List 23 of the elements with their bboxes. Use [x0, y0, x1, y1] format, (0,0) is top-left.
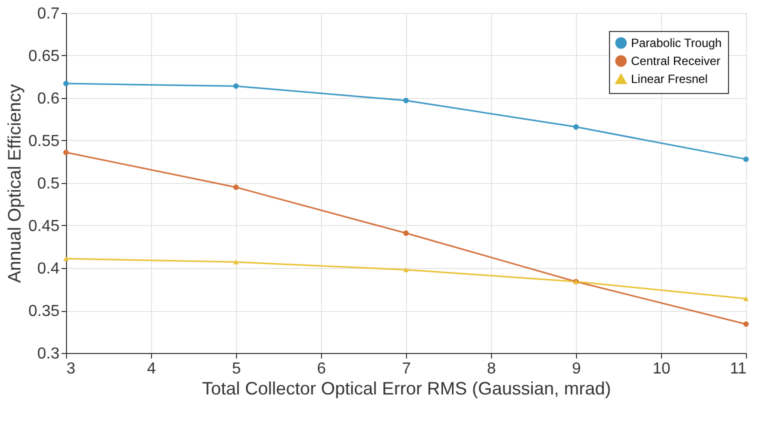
y-tick-label: 0.5 [37, 176, 60, 192]
y-tick-label: 0.55 [28, 133, 60, 150]
x-tick-label: 6 [317, 360, 326, 378]
legend-label: Parabolic Trough [631, 36, 722, 50]
x-tick-label: 3 [66, 360, 76, 378]
legend-label: Linear Fresnel [631, 72, 708, 86]
x-tick-label: 4 [147, 360, 156, 378]
legend-label: Central Receiver [631, 54, 720, 68]
x-tick-label: 8 [487, 360, 496, 378]
x-tick-label: 11 [730, 360, 747, 378]
y-tick-label: 0.45 [28, 218, 60, 235]
y-tick-label: 0.4 [37, 260, 60, 278]
y-tick-label: 0.65 [28, 48, 60, 65]
y-tick-label: 0.35 [28, 303, 60, 320]
x-tick-label: 10 [652, 360, 670, 378]
x-tick-label: 5 [232, 360, 242, 378]
y-tick-label: 0.3 [37, 346, 60, 362]
x-axis-title: Total Collector Optical Error RMS (Gaussian, mrad) [202, 378, 612, 398]
y-axis-title: Annual Optical Efficiency [4, 84, 24, 283]
y-tick-label: 0.6 [37, 90, 60, 108]
y-tick-label: 0.7 [37, 6, 60, 22]
x-tick-label: 9 [572, 360, 582, 378]
x-tick-label: 7 [402, 360, 412, 378]
